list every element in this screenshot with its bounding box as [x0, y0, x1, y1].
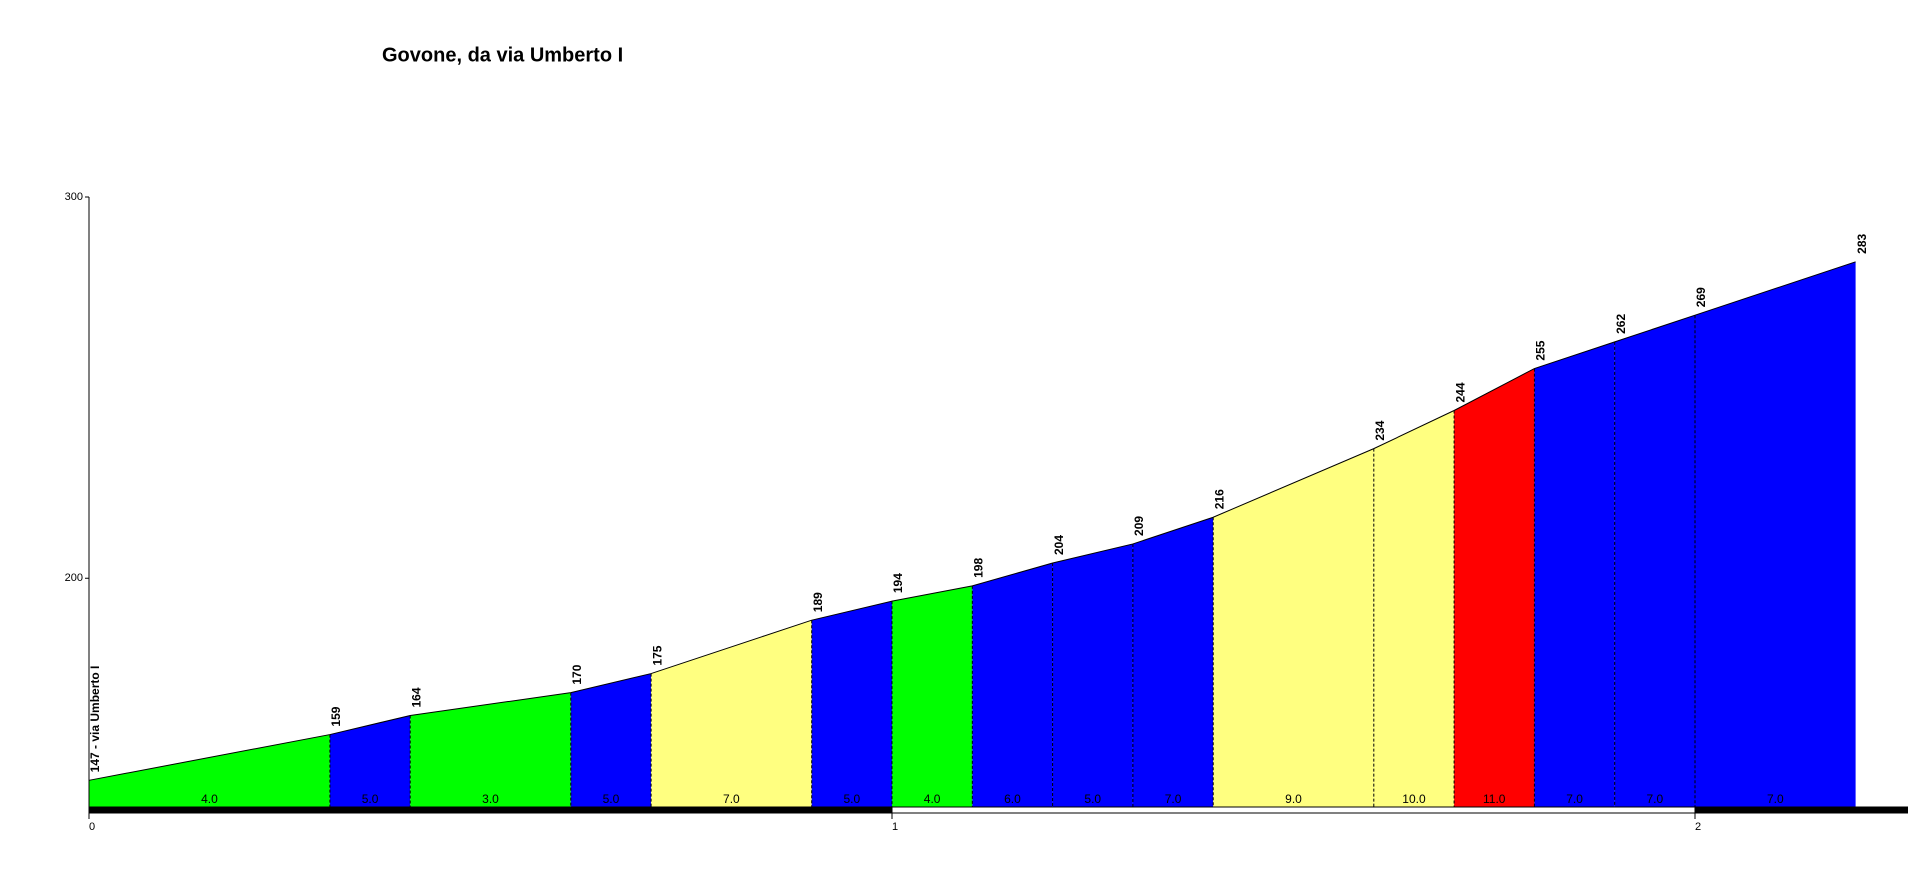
gradient-label: 7.0	[1566, 792, 1583, 806]
elevation-label: 269	[1694, 287, 1708, 307]
x-tick-label: 2	[1695, 821, 1701, 833]
gradient-label: 5.0	[844, 792, 861, 806]
gradient-segment	[1373, 410, 1455, 807]
gradient-segment	[410, 692, 571, 807]
profile-line	[88, 261, 1856, 781]
x-tick-label: 0	[89, 821, 95, 833]
gradient-label: 5.0	[1084, 792, 1101, 806]
gradient-segment	[1534, 341, 1615, 807]
elevation-label: 262	[1614, 314, 1628, 334]
gradient-segment	[972, 563, 1053, 807]
gradient-segment	[1695, 261, 1856, 807]
elevation-label: 244	[1453, 382, 1467, 402]
gradient-segment	[1454, 368, 1535, 807]
y-tick-label: 200	[65, 572, 83, 584]
gradient-segment	[329, 715, 411, 807]
x-tick-label: 1	[892, 821, 898, 833]
elevation-label: 255	[1534, 340, 1548, 360]
distance-bar	[891, 806, 1696, 814]
elevation-label: 147 - via Umberto I	[88, 666, 102, 773]
y-tick-label: 300	[65, 191, 83, 203]
gradient-label: 5.0	[362, 792, 379, 806]
elevation-label: 234	[1373, 420, 1387, 440]
gradient-segment	[651, 620, 812, 807]
gradient-label: 3.0	[482, 792, 499, 806]
distance-bar	[88, 806, 893, 814]
elevation-label: 164	[409, 687, 423, 707]
gradient-label: 7.0	[1165, 792, 1182, 806]
gradient-segment	[811, 601, 892, 807]
gradient-label: 11.0	[1483, 792, 1506, 806]
gradient-label: 7.0	[1647, 792, 1664, 806]
gradient-segment	[89, 734, 330, 807]
gradient-segment	[1052, 543, 1133, 807]
gradient-label: 4.0	[201, 792, 218, 806]
elevation-label: 159	[329, 706, 343, 726]
gradient-label: 6.0	[1004, 792, 1021, 806]
elevation-label: 198	[971, 558, 985, 578]
elevation-label: 216	[1212, 489, 1226, 509]
elevation-label: 170	[570, 664, 584, 684]
elevation-label: 204	[1052, 535, 1066, 555]
elevation-label: 283	[1855, 233, 1869, 253]
gradient-label: 9.0	[1285, 792, 1302, 806]
gradient-segment	[1132, 517, 1214, 807]
distance-bar	[1694, 806, 1908, 814]
gradient-segment	[1213, 448, 1374, 807]
gradient-label: 5.0	[603, 792, 620, 806]
chart-title: Govone, da via Umberto I	[382, 44, 623, 66]
gradient-label: 10.0	[1402, 792, 1426, 806]
elevation-label: 209	[1132, 516, 1146, 536]
gradient-segment	[1614, 315, 1695, 807]
elevation-label: 175	[650, 645, 664, 665]
gradient-label: 7.0	[723, 792, 740, 806]
gradient-segment	[570, 673, 652, 807]
gradient-label: 7.0	[1767, 792, 1784, 806]
elevation-label: 194	[891, 573, 905, 593]
gradient-label: 4.0	[924, 792, 941, 806]
gradient-segment	[892, 585, 973, 807]
elevation-label: 189	[811, 592, 825, 612]
